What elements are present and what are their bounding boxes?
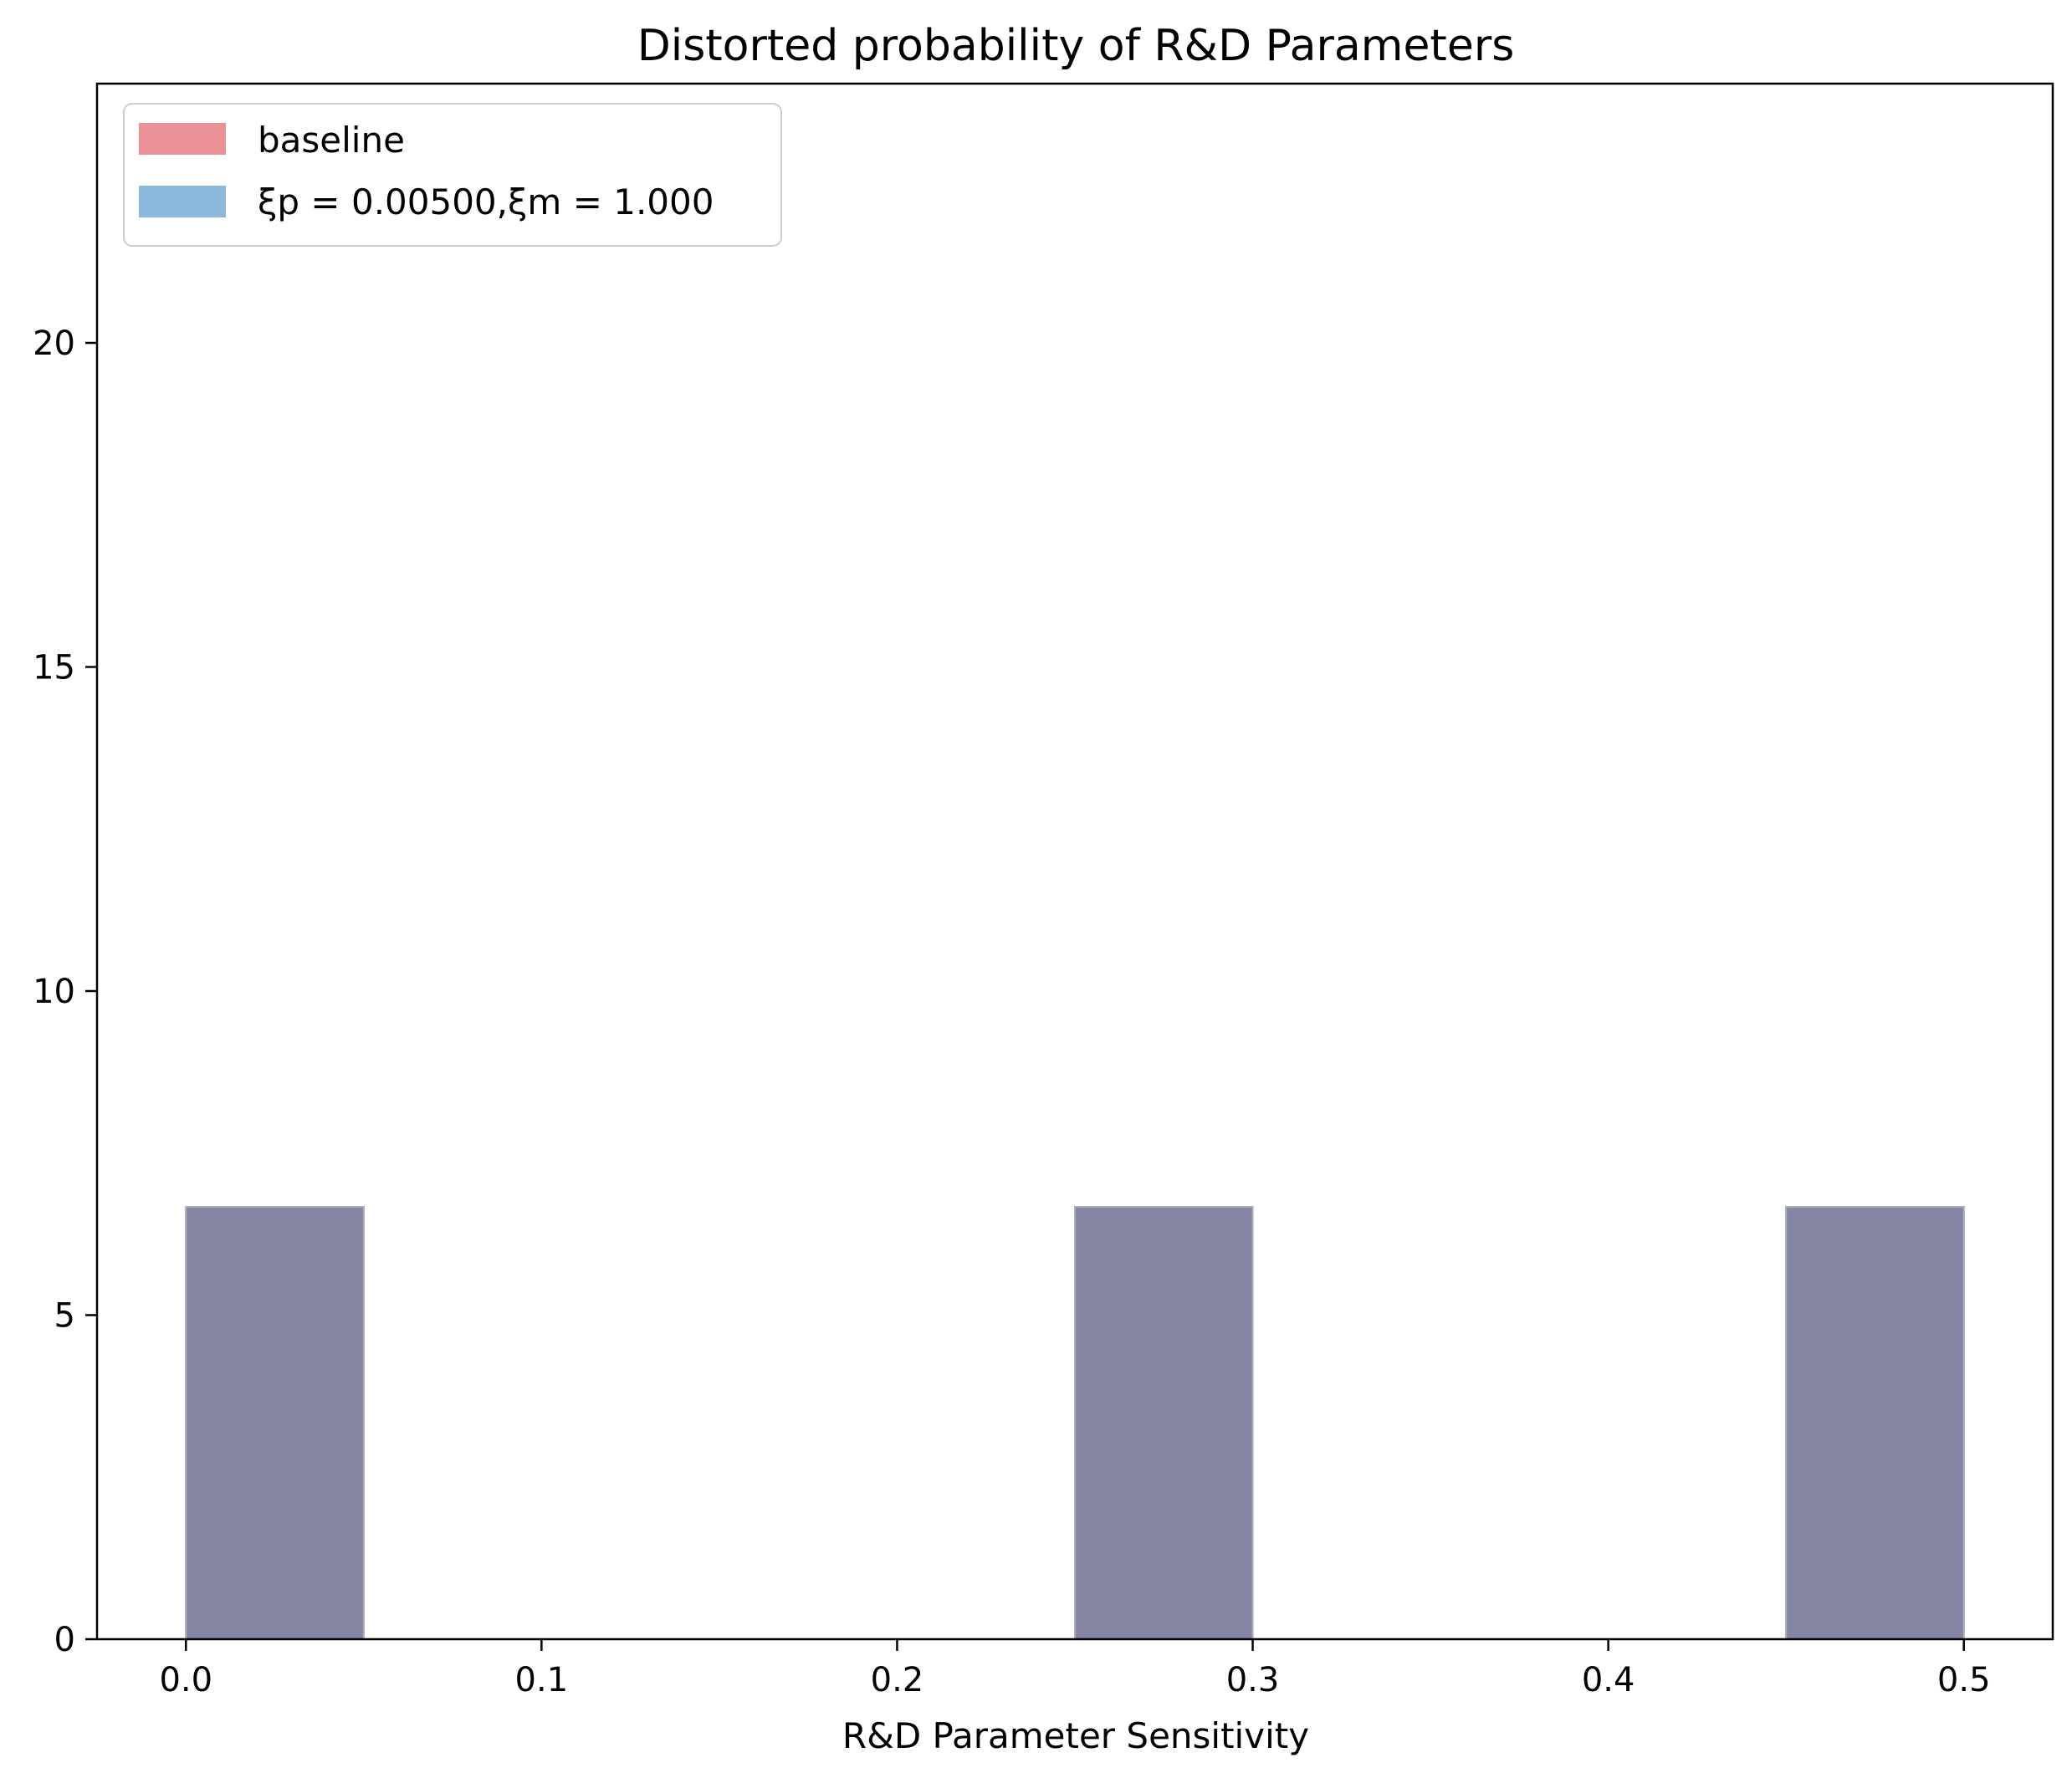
chart-title: Distorted probability of R&D Parameters xyxy=(637,21,1515,71)
x-tick-label-3: 0.3 xyxy=(1226,1661,1280,1699)
y-tick-label-2: 10 xyxy=(33,973,75,1011)
legend-swatch-baseline xyxy=(139,123,226,155)
bar-series1-bin2 xyxy=(1785,1206,1965,1640)
y-tick-label-1: 5 xyxy=(54,1297,75,1336)
plot-frame xyxy=(95,82,2054,1641)
legend: baseline ξp = 0.00500,ξm = 1.000 xyxy=(123,103,782,247)
plot-area: 0.0 0.1 0.2 0.3 0.4 0.5 0 5 10 15 20 xyxy=(33,82,2054,1699)
x-axis-label: R&D Parameter Sensitivity xyxy=(842,1715,1309,1756)
bar-series1-bin0 xyxy=(185,1206,365,1640)
y-tick-label-3: 15 xyxy=(33,649,75,687)
x-tick-label-5: 0.5 xyxy=(1937,1661,1991,1699)
x-axis-ticks: 0.0 0.1 0.2 0.3 0.4 0.5 xyxy=(159,1639,1991,1699)
y-axis-ticks: 0 5 10 15 20 xyxy=(33,324,97,1659)
legend-label-baseline: baseline xyxy=(258,120,405,161)
x-tick-label-0: 0.0 xyxy=(159,1661,212,1699)
x-tick-label-1: 0.1 xyxy=(515,1661,569,1699)
legend-swatch-distorted xyxy=(139,186,226,217)
y-tick-label-0: 0 xyxy=(54,1621,75,1659)
x-tick-label-4: 0.4 xyxy=(1582,1661,1635,1699)
x-tick-label-2: 0.2 xyxy=(871,1661,924,1699)
legend-box xyxy=(123,103,782,247)
y-tick-label-4: 20 xyxy=(33,324,75,363)
legend-label-distorted: ξp = 0.00500,ξm = 1.000 xyxy=(258,181,714,222)
bars-group xyxy=(185,1206,1965,1640)
bar-series1-bin1 xyxy=(1074,1206,1254,1640)
